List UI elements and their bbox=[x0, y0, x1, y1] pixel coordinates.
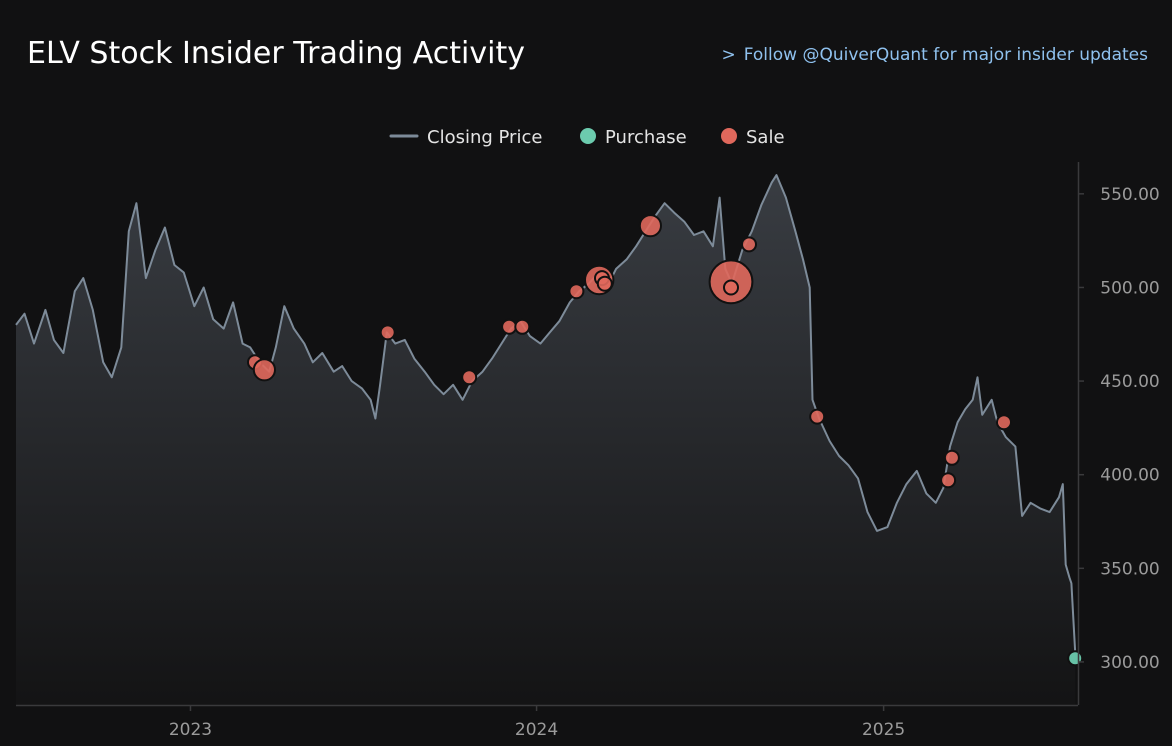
sale-marker bbox=[723, 279, 739, 296]
sale-marker bbox=[943, 449, 960, 466]
legend-label-purchase: Purchase bbox=[605, 127, 687, 148]
x-tick-label: 2025 bbox=[862, 720, 905, 740]
page-title: ELV Stock Insider Trading Activity bbox=[27, 36, 525, 71]
sale-marker bbox=[379, 324, 396, 341]
y-axis-ticks: 300.00 350.00 400.00 450.00 500.00 550.00 bbox=[1078, 185, 1160, 673]
sale-marker bbox=[568, 283, 585, 300]
follow-link[interactable]: > Follow @QuiverQuant for major insider u… bbox=[721, 45, 1148, 65]
sale-marker bbox=[461, 369, 478, 386]
price-area-fill bbox=[16, 175, 1076, 706]
y-tick-label: 500.00 bbox=[1100, 278, 1159, 298]
sale-marker bbox=[996, 414, 1012, 431]
y-tick-label: 400.00 bbox=[1100, 466, 1159, 486]
legend-label-sale: Sale bbox=[746, 127, 785, 148]
legend-dot-icon bbox=[580, 128, 596, 144]
chevron-right-icon: > bbox=[721, 45, 736, 65]
y-tick-label: 300.00 bbox=[1100, 653, 1159, 673]
follow-link-label: Follow @QuiverQuant for major insider up… bbox=[743, 45, 1148, 65]
y-tick-label: 350.00 bbox=[1100, 559, 1159, 579]
legend-dot-icon bbox=[721, 128, 737, 144]
sale-marker bbox=[596, 275, 613, 292]
plot-area bbox=[15, 174, 1084, 706]
legend-item-closing-price[interactable]: Closing Price bbox=[389, 127, 542, 148]
legend-item-sale[interactable]: Sale bbox=[721, 127, 785, 148]
chart-legend: Closing Price Purchase Sale bbox=[389, 127, 785, 148]
sale-marker bbox=[514, 318, 531, 335]
sale-marker bbox=[252, 358, 276, 382]
sale-marker bbox=[809, 408, 826, 425]
sale-marker bbox=[940, 472, 957, 489]
purchase-marker bbox=[1067, 650, 1084, 667]
x-axis-ticks: 2023 2024 2025 bbox=[169, 705, 905, 740]
sale-marker bbox=[638, 214, 663, 238]
y-tick-label: 550.00 bbox=[1100, 185, 1159, 205]
legend-label-closing-price: Closing Price bbox=[427, 127, 542, 148]
y-tick-label: 450.00 bbox=[1100, 372, 1159, 392]
sale-marker bbox=[501, 318, 518, 335]
sale-marker bbox=[741, 236, 757, 253]
legend-item-purchase[interactable]: Purchase bbox=[580, 127, 687, 148]
x-tick-label: 2023 bbox=[169, 720, 212, 740]
x-tick-label: 2024 bbox=[515, 720, 558, 740]
